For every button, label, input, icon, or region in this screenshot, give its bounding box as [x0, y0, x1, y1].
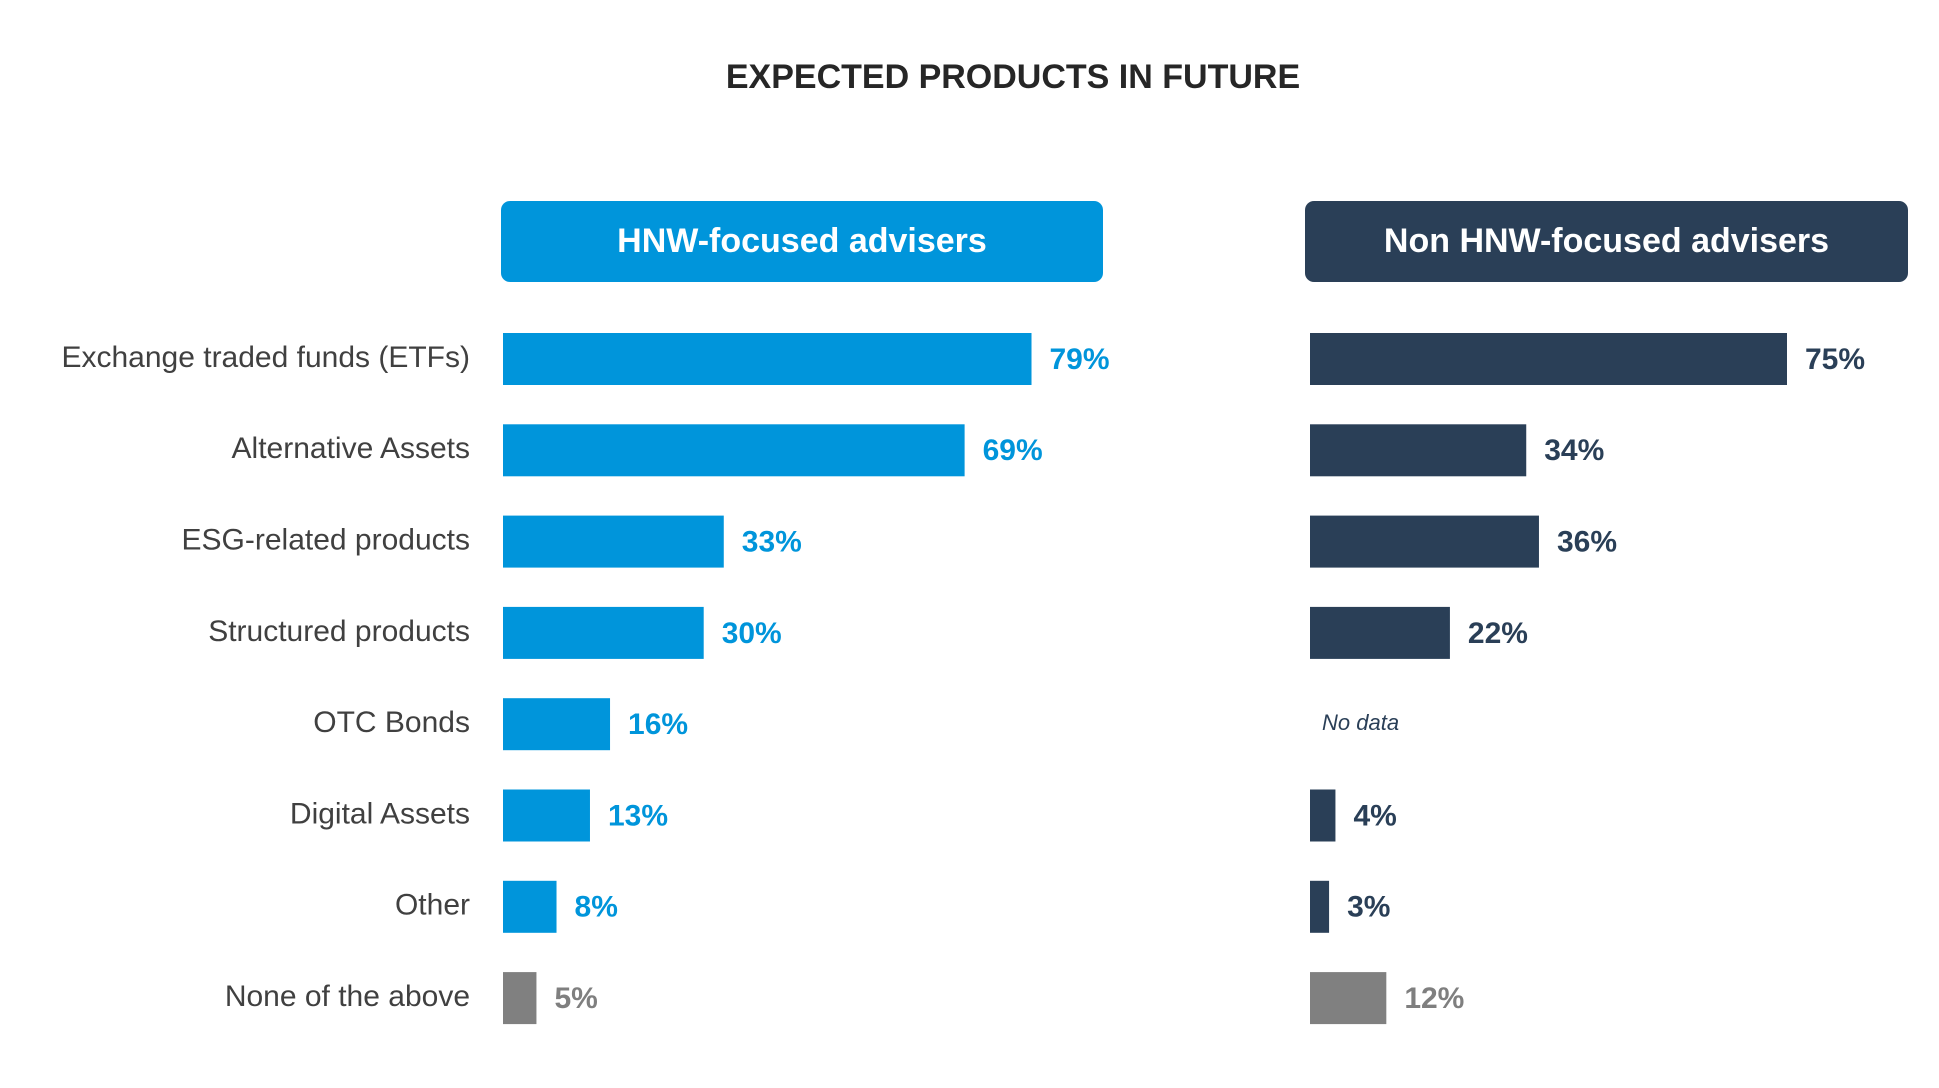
bar [503, 515, 724, 568]
bar [1310, 333, 1787, 385]
bar [1310, 880, 1330, 933]
bar [1310, 515, 1539, 568]
value-label: 12% [1404, 982, 1464, 1015]
legend-label: Non HNW-focused advisers [1384, 222, 1829, 260]
category-label: ESG-related products [182, 524, 470, 557]
value-label: 79% [1050, 343, 1110, 376]
value-label: 3% [1347, 891, 1390, 924]
panel-header [501, 201, 1103, 282]
value-label: 75% [1805, 343, 1865, 376]
bar [1310, 789, 1336, 842]
panel-header [1305, 201, 1908, 282]
value-label: 16% [628, 708, 688, 741]
value-label: 8% [575, 891, 618, 924]
bar [503, 333, 1032, 385]
category-label: Alternative Assets [232, 432, 470, 465]
category-label: OTC Bonds [313, 706, 470, 739]
legend-label: HNW-focused advisers [617, 222, 987, 260]
bar [503, 606, 704, 659]
value-label: 30% [722, 617, 782, 650]
value-label: 34% [1544, 434, 1604, 467]
value-label: 13% [608, 799, 668, 832]
bar [503, 972, 537, 1025]
bar [1310, 606, 1450, 659]
value-label: 36% [1557, 526, 1617, 559]
missing-label: No data [1322, 710, 1399, 735]
bar [503, 880, 557, 933]
value-label: 69% [983, 434, 1043, 467]
chart-title: EXPECTED PRODUCTS IN FUTURE [726, 58, 1300, 96]
bar [503, 698, 611, 751]
category-label: Other [395, 889, 470, 922]
category-label: Digital Assets [290, 797, 470, 830]
bar [1310, 424, 1527, 477]
bar [503, 789, 590, 842]
value-label: 5% [554, 982, 597, 1015]
value-label: 33% [742, 526, 802, 559]
category-label: None of the above [225, 980, 470, 1013]
bar [1310, 972, 1387, 1025]
value-label: 4% [1353, 799, 1396, 832]
bar [503, 424, 965, 477]
category-label: Structured products [208, 615, 470, 648]
category-label: Exchange traded funds (ETFs) [61, 341, 470, 374]
value-label: 22% [1468, 617, 1528, 650]
